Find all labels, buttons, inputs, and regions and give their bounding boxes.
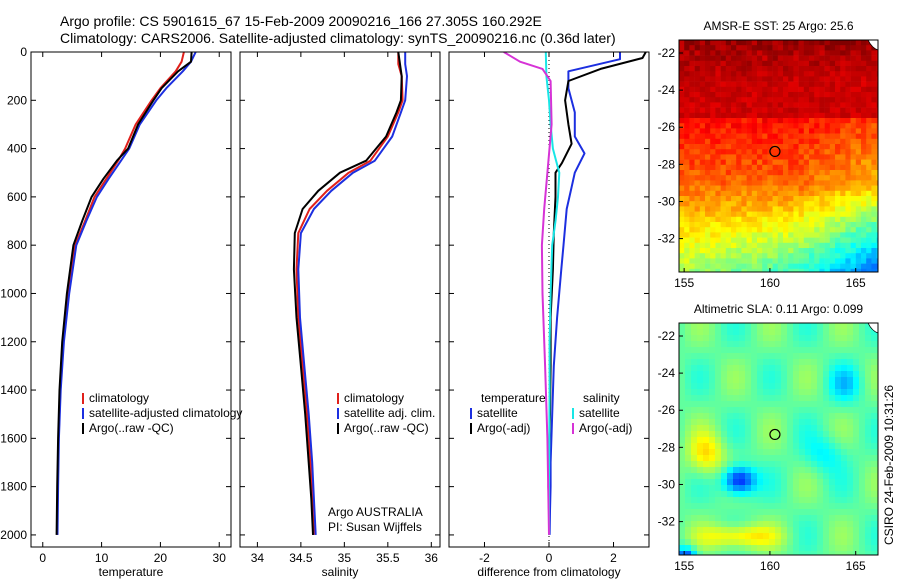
- series-line-salinity-satellite: [544, 52, 561, 535]
- side-label: CSIRO 24-Feb-2009 10:31:26: [882, 385, 896, 545]
- legend-label: climatology: [344, 391, 404, 405]
- y-tick-label: -26: [658, 120, 676, 134]
- float-position-marker: [769, 428, 781, 441]
- legend-label: satellite adj. clim.: [344, 406, 435, 420]
- series-line-climatology: [295, 52, 404, 535]
- x-tick-label: 35: [338, 551, 352, 565]
- x-tick-label: 165: [846, 276, 866, 290]
- y-tick-label: 800: [7, 238, 27, 252]
- figure-title-line1: Argo profile: CS 5901615_67 15-Feb-2009 …: [60, 13, 542, 29]
- x-tick-label: 160: [760, 276, 780, 290]
- y-tick-label: -24: [658, 83, 676, 97]
- map-field: [679, 40, 878, 272]
- map-title: AMSR-E SST: 25 Argo: 25.6: [703, 19, 853, 33]
- series-line-temperature-satellite: [548, 52, 621, 535]
- x-tick-label: 160: [760, 559, 780, 573]
- y-tick-label: 1000: [0, 286, 27, 300]
- x-axis-label: difference from climatology: [477, 565, 620, 579]
- temperature-panel: 0 10 20 30 0 200 400 600 800 1000 1200 1400 1600 1800…: [0, 45, 242, 579]
- x-tick-label: 2: [610, 551, 617, 565]
- legend-label: satellite: [477, 406, 518, 420]
- x-axis-label: salinity: [322, 565, 359, 579]
- y-tick-label: 2000: [0, 528, 27, 542]
- x-tick-label: 155: [674, 276, 694, 290]
- plot-frame: [30, 51, 232, 548]
- info-line-2: PI: Susan Wijffels: [328, 520, 422, 534]
- series-line-temperature-argo-adj-: [547, 52, 647, 535]
- y-tick-label: -30: [658, 194, 676, 208]
- legend-group-header: temperature: [481, 391, 546, 405]
- legend-label: Argo(..raw -QC): [344, 421, 429, 435]
- series-line-argo-raw-qc-: [55, 52, 193, 535]
- y-tick-label: -30: [658, 477, 676, 491]
- y-tick-label: 1600: [0, 431, 27, 445]
- y-tick-label: -22: [658, 329, 676, 343]
- legend-label: climatology: [89, 391, 149, 405]
- y-tick-label: -32: [658, 232, 676, 246]
- x-tick-label: 34.5: [289, 551, 313, 565]
- x-tick-label: 165: [846, 559, 866, 573]
- y-tick-label: -24: [658, 366, 676, 380]
- x-tick-label: 30: [213, 551, 227, 565]
- legend-label: Argo(-adj): [477, 421, 530, 435]
- plot-frame: [239, 51, 441, 548]
- x-tick-label: 35.5: [376, 551, 400, 565]
- map-frame: [678, 322, 879, 556]
- y-tick-label: 400: [7, 142, 27, 156]
- map-field: [679, 323, 878, 555]
- x-tick-label: 155: [674, 559, 694, 573]
- series-line-satellite-adj-clim-: [297, 52, 408, 535]
- y-tick-label: -32: [658, 515, 676, 529]
- y-tick-label: 600: [7, 190, 27, 204]
- y-tick-label: 1200: [0, 335, 27, 349]
- legend-label: Argo(-adj): [579, 421, 632, 435]
- y-tick-label: -28: [658, 440, 676, 454]
- y-tick-label: -28: [658, 157, 676, 171]
- x-tick-label: 0: [546, 551, 553, 565]
- series-line-salinity-argo-adj-: [503, 52, 553, 535]
- sst-map-panel: 155 160 165 -22 -24 -26 -28 -30 -32 AMSR-E SST: 2…: [658, 19, 879, 290]
- x-axis-label: temperature: [99, 565, 164, 579]
- info-line-1: Argo AUSTRALIA: [328, 505, 423, 519]
- y-tick-label: -22: [658, 46, 676, 60]
- float-position-marker: [769, 145, 781, 158]
- legend-label: satellite: [579, 406, 620, 420]
- y-tick-label: -26: [658, 403, 676, 417]
- legend-group-header: salinity: [583, 391, 620, 405]
- x-tick-label: 36: [425, 551, 439, 565]
- legend-label: Argo(..raw -QC): [89, 421, 174, 435]
- x-tick-label: 34: [251, 551, 265, 565]
- series-line-climatology: [56, 52, 185, 535]
- salinity-panel: 34 34.5 35 35.5 36 salinity climatologysatelli…: [239, 51, 441, 579]
- y-tick-label: 0: [20, 45, 27, 59]
- series-line-argo-raw-qc-: [292, 52, 403, 535]
- map-title: Altimetric SLA: 0.11 Argo: 0.099: [694, 302, 864, 316]
- sla-map-panel: 155 160 165 -22 -24 -26 -28 -30 -32 Altimetric SL…: [658, 302, 879, 573]
- x-tick-label: -2: [479, 551, 490, 565]
- y-tick-label: 200: [7, 93, 27, 107]
- map-frame: [678, 39, 879, 273]
- y-tick-label: 1400: [0, 383, 27, 397]
- series-line-satellite-adjusted-climatology: [56, 52, 197, 535]
- legend-label: satellite-adjusted climatology: [89, 406, 242, 420]
- figure-title-line2: Climatology: CARS2006. Satellite-adjuste…: [60, 30, 616, 46]
- x-tick-label: 0: [39, 551, 46, 565]
- x-tick-label: 20: [154, 551, 168, 565]
- x-tick-label: 10: [95, 551, 109, 565]
- y-tick-label: 1800: [0, 480, 27, 494]
